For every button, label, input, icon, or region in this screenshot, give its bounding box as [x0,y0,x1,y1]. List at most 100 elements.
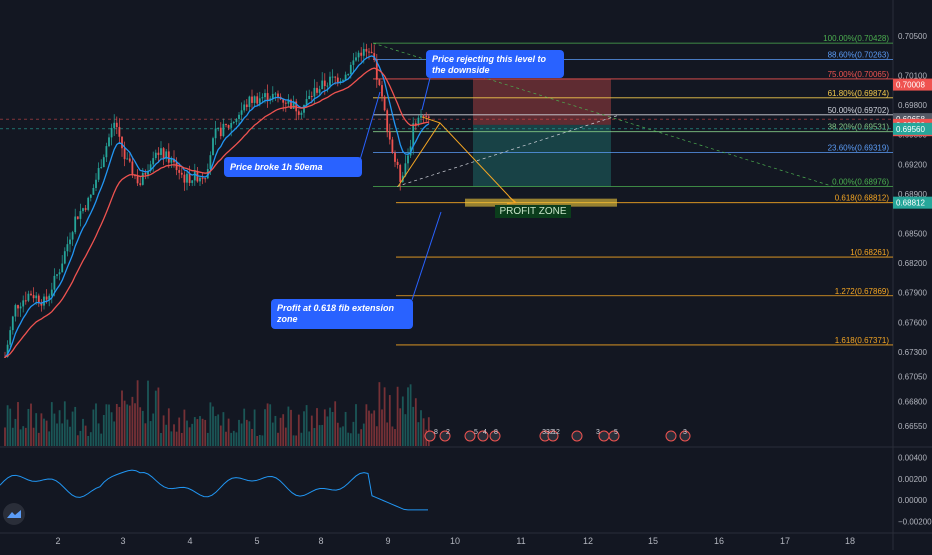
volume-bar [102,414,105,446]
candle-body [248,96,251,108]
candle-body [334,76,337,78]
volume-bar [394,429,396,446]
volume-bar [407,387,409,446]
callout-pointer [359,91,381,161]
economic-event-marker [679,430,691,442]
volume-bar [32,427,35,446]
candle-body [404,163,407,176]
volume-bar [412,406,415,446]
volume-bar [69,426,71,446]
volume-bar [253,409,256,446]
volume-bar [404,414,407,446]
volume-bar [56,423,58,446]
candle-body [386,110,389,132]
volume-bar [37,432,40,446]
candle-body [193,171,196,181]
x-axis-tick-label: 17 [780,536,790,546]
candle-body [87,197,90,210]
volume-bar [344,411,347,446]
volume-bar [45,420,48,446]
candle-body [349,64,352,75]
volume-bar [297,414,300,446]
candle-body [14,305,17,317]
x-axis-tick-label: 16 [714,536,724,546]
volume-bar [232,430,235,446]
volume-bar [282,414,285,446]
tradingview-logo[interactable] [3,503,25,525]
candle-body [274,93,277,95]
candle-body [183,174,186,183]
candle-body [50,289,53,296]
candle-body [186,173,188,183]
candle-body [141,172,144,185]
candle-body [331,76,334,78]
candle-body [188,173,191,183]
volume-bar [141,410,144,446]
candle-body [368,51,370,53]
candle-body [232,121,235,123]
volume-bar [43,418,45,446]
candle-body [357,52,360,58]
candle-body [339,81,342,83]
candle-body [225,123,227,126]
volume-bar [126,404,129,446]
candle-body [417,117,420,126]
volume-bar [212,406,214,446]
volume-bar [24,427,27,446]
price-axis-tick-label: 0.68200 [898,259,927,268]
callout-pointer [411,211,442,301]
candle-body [165,151,168,159]
volume-bar [334,401,337,446]
candle-body [271,93,274,99]
volume-bar [391,426,394,446]
volume-bar [14,418,17,446]
volume-bar [118,406,121,446]
fib-level-label: 75.00%(0.70065) [828,70,890,79]
volume-bar [295,435,298,446]
volume-bar [157,387,160,446]
candle-body [394,152,396,162]
volume-bar [95,403,97,446]
x-axis-tick-label: 9 [385,536,390,546]
economic-event-marker [489,430,501,442]
candle-body [63,251,66,264]
candle-body [370,51,373,54]
indicator-axis-tick-label: 0.00400 [898,453,927,462]
price-axis-tick-label: 0.67050 [898,373,927,382]
take-profit-zone [473,124,611,187]
candle-body [121,136,123,149]
volume-bar [63,401,66,446]
candle-body [209,155,212,170]
volume-bar [318,425,321,446]
candle-body [66,244,69,252]
economic-event-marker [424,430,436,442]
volume-bar [6,405,9,446]
economic-event-marker [608,430,620,442]
candle-body [154,152,157,159]
volume-bar [235,432,238,446]
volume-bar [347,432,350,446]
volume-bar [53,413,56,446]
candle-body [136,175,139,184]
candle-body [178,170,181,173]
candle-body [256,96,259,104]
volume-bar [256,435,259,446]
volume-bar [409,384,412,446]
candle-body [245,104,248,108]
volume-bar [360,429,363,446]
candle-body [264,93,266,98]
candle-body [191,180,194,183]
candle-body [310,95,313,97]
candle-body [144,172,147,175]
candle-body [360,52,363,56]
candle-body [108,137,110,147]
volume-bar [74,406,77,446]
fib-level-label: 88.60%(0.70263) [828,50,890,59]
x-axis-tick-label: 2 [55,536,60,546]
volume-bar [420,410,422,446]
volume-bar [378,382,381,446]
volume-bar [214,416,217,446]
fib-level-label: 50.00%(0.69702) [828,106,890,115]
